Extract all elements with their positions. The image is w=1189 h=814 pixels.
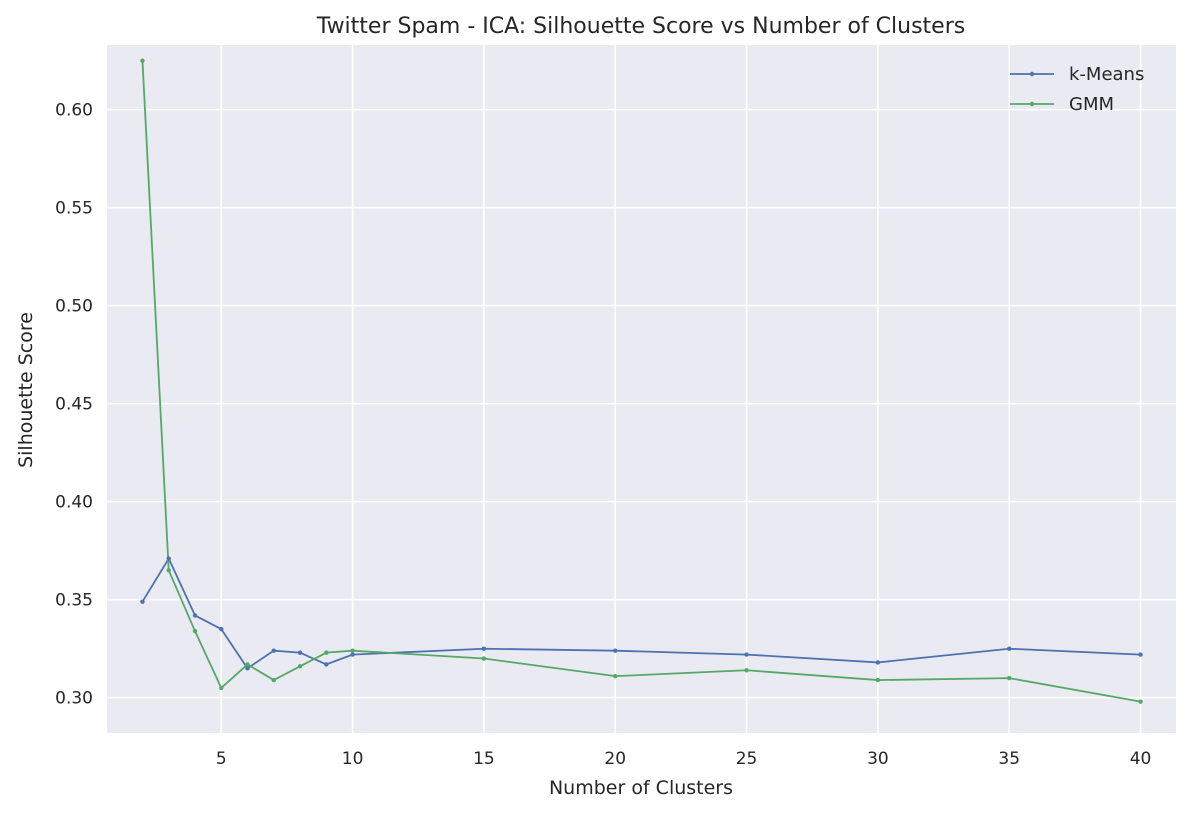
series-points [140, 58, 1143, 704]
data-point-kmeans [166, 556, 171, 561]
data-point-gmm [324, 650, 329, 655]
data-point-gmm [297, 664, 303, 669]
data-point-gmm [271, 677, 276, 683]
data-point-gmm [192, 628, 198, 634]
data-point-kmeans [297, 650, 303, 655]
data-point-kmeans [324, 662, 329, 667]
x-tick-label: 25 [736, 749, 758, 769]
y-tick-label: 0.50 [55, 297, 93, 317]
x-tick-labels: 5 10 15 20 25 30 35 40 [216, 749, 1152, 769]
data-point-kmeans [192, 613, 198, 618]
data-point-kmeans [744, 652, 749, 657]
y-tick-label: 0.35 [55, 591, 93, 611]
data-point-gmm [166, 568, 171, 573]
data-point-kmeans [1138, 652, 1143, 657]
grid [107, 45, 1176, 733]
x-tick-label: 30 [867, 749, 889, 769]
x-axis-label: Number of Clusters [549, 777, 733, 799]
data-point-gmm [744, 668, 749, 673]
legend-marker [1029, 101, 1035, 107]
data-point-kmeans [271, 648, 276, 653]
x-tick-label: 15 [473, 749, 495, 769]
chart-title: Twitter Spam - ICA: Silhouette Score vs … [316, 14, 965, 39]
data-point-kmeans [245, 666, 250, 671]
y-tick-label: 0.45 [55, 395, 93, 415]
data-point-gmm [1007, 675, 1012, 681]
data-point-kmeans [875, 660, 881, 665]
x-tick-label: 40 [1130, 749, 1152, 769]
y-tick-label: 0.30 [55, 689, 93, 709]
legend-marker [1029, 71, 1035, 77]
data-point-gmm [140, 58, 145, 63]
data-point-gmm [1138, 699, 1143, 704]
data-point-gmm [875, 677, 881, 683]
legend-label: GMM [1069, 94, 1114, 115]
y-tick-label: 0.60 [55, 101, 93, 121]
data-point-kmeans [1007, 646, 1012, 651]
y-tick-label: 0.55 [55, 199, 93, 219]
data-point-gmm [245, 662, 250, 667]
y-tick-label: 0.40 [55, 493, 93, 513]
legend-label: k-Means [1069, 64, 1144, 85]
legend: k-Means GMM [1010, 64, 1144, 115]
y-axis-label: Silhouette Score [15, 312, 37, 468]
data-point-kmeans [481, 646, 487, 651]
x-tick-label: 10 [342, 749, 364, 769]
x-tick-label: 20 [604, 749, 626, 769]
x-tick-label: 5 [216, 749, 227, 769]
data-point-kmeans [140, 599, 145, 604]
data-point-kmeans [219, 626, 224, 632]
data-point-gmm [613, 673, 618, 679]
data-point-gmm [481, 656, 487, 661]
data-point-gmm [350, 648, 355, 653]
plot-area [107, 45, 1176, 733]
data-point-kmeans [613, 648, 618, 653]
y-tick-labels: 0.30 0.35 0.40 0.45 0.50 0.55 0.60 [55, 101, 93, 709]
data-point-kmeans [350, 652, 355, 657]
x-tick-label: 35 [998, 749, 1020, 769]
data-point-gmm [219, 685, 224, 691]
